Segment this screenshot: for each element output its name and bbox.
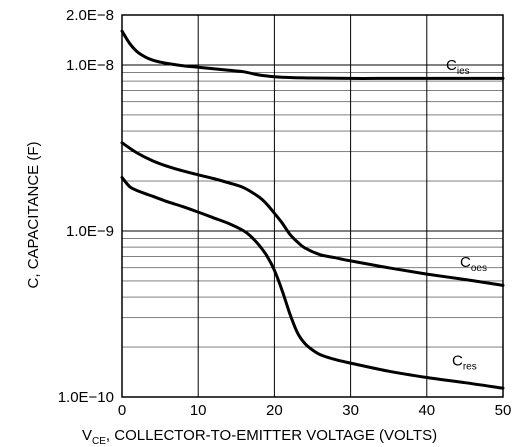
y-tick-label: 1.0E−10 xyxy=(58,389,114,406)
x-tick-label: 0 xyxy=(118,402,126,419)
series-labels: Cies Coes Cres xyxy=(446,57,487,373)
x-axis-label-symbol: V xyxy=(82,427,92,444)
series-curves xyxy=(120,29,505,390)
x-tick-label: 20 xyxy=(266,402,283,419)
series-label-cres: Cres xyxy=(452,353,477,373)
grid xyxy=(122,15,503,397)
x-tick-label: 10 xyxy=(190,402,207,419)
x-tick-label: 40 xyxy=(418,402,435,419)
y-tick-label: 1.0E−9 xyxy=(66,223,114,240)
plot-frame xyxy=(121,14,504,398)
y-axis-label: C, CAPACITANCE (F) xyxy=(25,142,42,289)
y-tick-labels: 1.0E−10 1.0E−9 1.0E−8 2.0E−8 xyxy=(58,7,114,406)
y-tick-label: 1.0E−8 xyxy=(66,57,114,74)
y-tick-label: 2.0E−8 xyxy=(66,7,114,24)
x-tick-labels: 0 10 20 30 40 50 xyxy=(118,402,512,419)
series-label-cies: Cies xyxy=(446,57,470,77)
series-label-coes: Coes xyxy=(460,254,487,274)
x-tick-label: 50 xyxy=(495,402,512,419)
x-axis-label: VCE, COLLECTOR-TO-EMITTER VOLTAGE (VOLTS… xyxy=(82,427,437,447)
x-axis-label-subscript: CE xyxy=(92,436,106,447)
series-line-coes xyxy=(120,141,505,287)
x-axis-label-text: , COLLECTOR-TO-EMITTER VOLTAGE (VOLTS) xyxy=(106,427,437,444)
series-line-cies xyxy=(120,29,505,80)
series-line-cres xyxy=(120,176,505,390)
x-tick-label: 30 xyxy=(342,402,359,419)
